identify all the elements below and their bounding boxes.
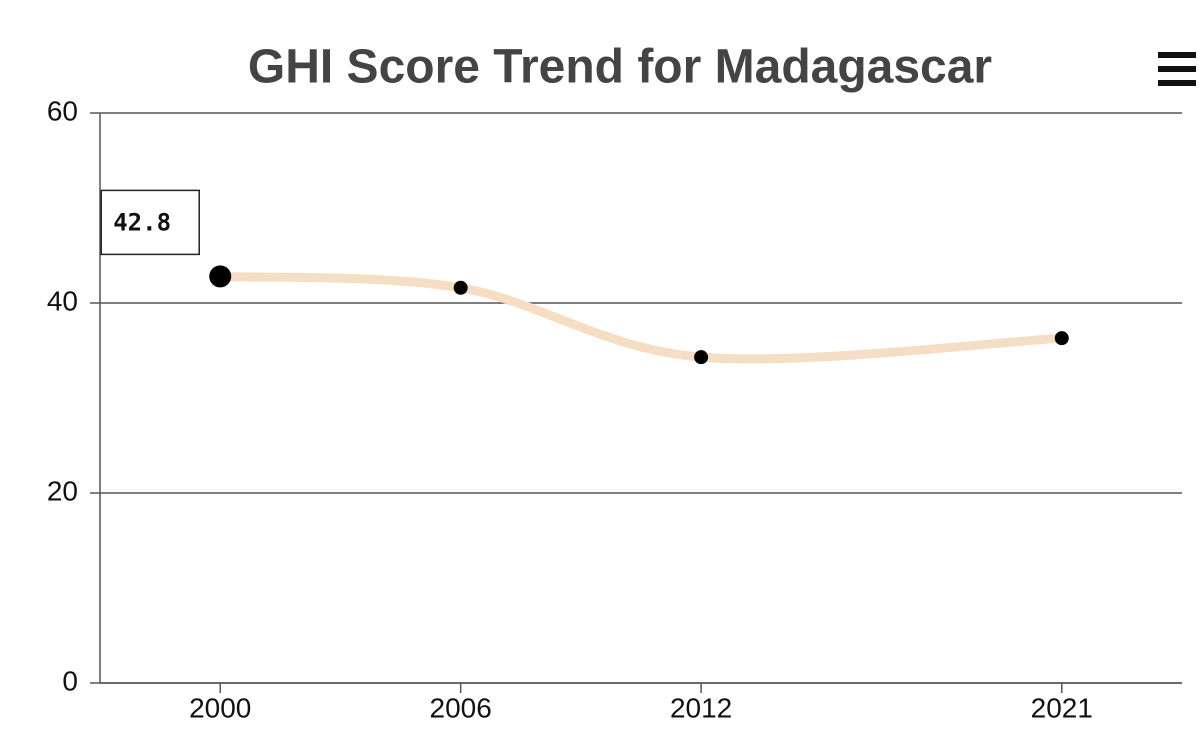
y-tick-label: 40: [47, 285, 78, 316]
x-tick-label: 2000: [189, 692, 251, 723]
menu-bar: [1158, 52, 1196, 58]
point: [209, 265, 232, 288]
menu-bar: [1158, 80, 1196, 86]
line: [215, 271, 1067, 364]
tooltip-value: 42.8: [113, 208, 171, 236]
tooltip-box: [100, 189, 200, 256]
y-tick-label: 0: [62, 665, 78, 696]
y-tick-label: 20: [47, 475, 78, 506]
chart-title: GHI Score Trend for Madagascar: [248, 41, 992, 94]
x-tick-label: 2012: [670, 692, 732, 723]
point: [453, 280, 468, 295]
tooltip: 42.8: [100, 189, 200, 256]
y-tick-label: 60: [47, 95, 78, 126]
x-tick-label: 2006: [430, 692, 492, 723]
point: [1054, 331, 1069, 346]
menu-button[interactable]: [1158, 52, 1196, 86]
x-tick-label: 2021: [1031, 692, 1093, 723]
point: [694, 350, 709, 365]
menu-bar: [1158, 66, 1196, 72]
